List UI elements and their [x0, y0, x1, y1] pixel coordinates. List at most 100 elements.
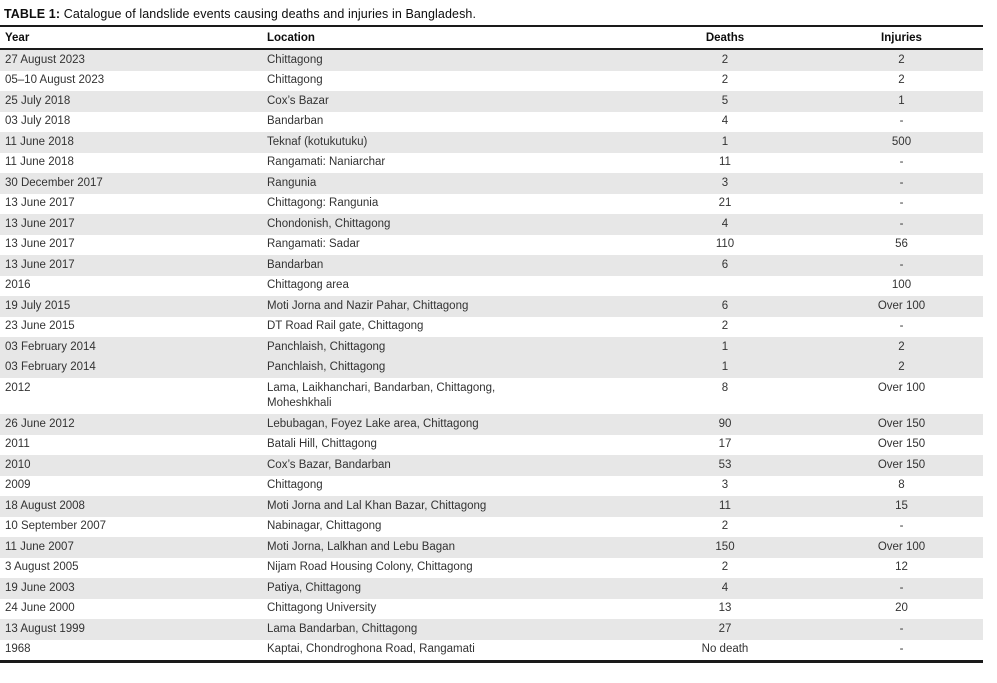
cell-year: 13 June 2017 — [5, 217, 75, 230]
cell-injuries: - — [899, 217, 904, 230]
cell-deaths: 3 — [721, 176, 729, 189]
cell-year: 11 June 2007 — [5, 540, 74, 553]
cell-deaths: 2 — [721, 520, 729, 532]
table-row: 25 July 2018 Cox’s Bazar 5 1 — [0, 91, 983, 112]
cell-location: Bandarban — [267, 258, 324, 271]
cell-year: 30 December 2017 — [5, 176, 103, 189]
table-row: 13 June 2017 Chondonish, Chittagong 4 - — [0, 214, 983, 235]
cell-deaths: 150 — [715, 540, 735, 553]
cell-year: 26 June 2012 — [5, 417, 75, 430]
cell-deaths: 1 — [721, 135, 729, 148]
cell-location: Chondonish, Chittagong — [267, 217, 391, 230]
cell-deaths: 4 — [721, 581, 729, 594]
cell-deaths: 2 — [721, 561, 729, 573]
cell-deaths: 6 — [721, 299, 729, 312]
cell-location: DT Road Rail gate, Chittagong — [267, 320, 424, 332]
cell-year: 11 June 2018 — [5, 135, 74, 148]
cell-injuries: - — [899, 581, 904, 594]
cell-injuries: - — [899, 520, 904, 532]
cell-deaths: 3 — [721, 479, 729, 491]
cell-injuries: - — [899, 156, 904, 168]
table-row: 27 August 2023 Chittagong 2 2 — [0, 49, 983, 71]
cell-year: 10 September 2007 — [5, 520, 107, 532]
cell-year: 03 February 2014 — [5, 361, 96, 373]
cell-deaths: 2 — [721, 74, 729, 86]
cell-injuries: 56 — [895, 238, 908, 250]
cell-injuries: 15 — [895, 499, 908, 512]
cell-year: 19 July 2015 — [5, 299, 71, 312]
table-row: 3 August 2005 Nijam Road Housing Colony, … — [0, 558, 983, 579]
table-row: 2012 Lama, Laikhanchari, Bandarban, Chitt… — [0, 378, 983, 414]
cell-year: 2010 — [5, 458, 31, 471]
cell-location: Cox’s Bazar — [267, 94, 329, 107]
cell-deaths: 53 — [718, 458, 732, 471]
cell-year: 27 August 2023 — [5, 53, 85, 66]
cell-injuries: 100 — [891, 279, 912, 291]
cell-location: Moti Jorna and Lal Khan Bazar, Chittagon… — [267, 499, 487, 512]
cell-deaths: 5 — [721, 94, 729, 107]
table-row: 19 July 2015 Moti Jorna and Nazir Pahar, … — [0, 296, 983, 317]
cell-year: 25 July 2018 — [5, 94, 71, 107]
table-title-text: Catalogue of landslide events causing de… — [63, 7, 477, 21]
cell-location: Rangamati: Naniarchar — [267, 156, 386, 168]
cell-injuries: - — [899, 643, 904, 655]
cell-location: Chittagong area — [267, 279, 349, 291]
table-row: 10 September 2007 Nabinagar, Chittagong 2 - — [0, 517, 983, 538]
column-header-injuries: Injuries — [820, 27, 983, 50]
table-header: Year Location Deaths Injuries — [0, 27, 983, 50]
cell-location: Nijam Road Housing Colony, Chittagong — [267, 561, 473, 573]
cell-year: 24 June 2000 — [5, 602, 75, 614]
cell-year: 05–10 August 2023 — [5, 74, 105, 86]
cell-year: 3 August 2005 — [5, 561, 79, 573]
cell-location: Chittagong — [267, 53, 323, 66]
header-row: Year Location Deaths Injuries — [0, 27, 983, 50]
cell-location: Chittagong — [267, 74, 323, 86]
cell-injuries: - — [899, 197, 904, 209]
table-row: 13 June 2017 Bandarban 6 - — [0, 255, 983, 276]
table-row: 2016 Chittagong area 100 — [0, 276, 983, 297]
cell-location: Lama Bandarban, Chittagong — [267, 622, 418, 635]
table-title-label: TABLE 1: — [4, 7, 61, 21]
cell-deaths: 27 — [718, 622, 732, 635]
cell-injuries: Over 150 — [877, 458, 926, 471]
cell-year: 13 June 2017 — [5, 238, 75, 250]
cell-deaths: 2 — [721, 320, 729, 332]
cell-deaths: 2 — [721, 53, 729, 66]
cell-year: 18 August 2008 — [5, 499, 85, 512]
table-row: 18 August 2008 Moti Jorna and Lal Khan Ba… — [0, 496, 983, 517]
cell-location: Rangunia — [267, 176, 317, 189]
cell-deaths: 110 — [715, 238, 735, 250]
cell-location: Rangamati: Sadar — [267, 238, 360, 250]
cell-injuries: Over 100 — [877, 381, 926, 394]
cell-location: Lebubagan, Foyez Lake area, Chittagong — [267, 417, 479, 430]
cell-location: Chittagong: Rangunia — [267, 197, 379, 209]
cell-injuries: 2 — [898, 361, 905, 373]
cell-location: Moti Jorna, Lalkhan and Lebu Bagan — [267, 540, 455, 553]
table-row: 2011 Batali Hill, Chittagong 17 Over 150 — [0, 435, 983, 456]
cell-year: 2016 — [5, 279, 31, 291]
column-header-location: Location — [262, 27, 630, 50]
cell-year: 03 February 2014 — [5, 340, 96, 353]
cell-injuries: 2 — [898, 53, 905, 66]
cell-location: Moti Jorna and Nazir Pahar, Chittagong — [267, 299, 469, 312]
cell-injuries: Over 100 — [877, 540, 926, 553]
column-header-deaths: Deaths — [630, 27, 820, 50]
table-row: 03 February 2014 Panchlaish, Chittagong 1 2 — [0, 357, 983, 378]
cell-injuries: 2 — [898, 340, 905, 353]
table-row: 19 June 2003 Patiya, Chittagong 4 - — [0, 578, 983, 599]
cell-year: 13 August 1999 — [5, 622, 85, 635]
cell-deaths — [630, 276, 820, 297]
cell-injuries: - — [899, 320, 904, 332]
cell-location: Patiya, Chittagong — [267, 581, 361, 594]
cell-deaths: 11 — [719, 499, 731, 512]
table-title: TABLE 1: Catalogue of landslide events c… — [0, 5, 983, 27]
cell-year: 1968 — [5, 643, 31, 655]
cell-deaths: 4 — [721, 115, 729, 127]
cell-location: Teknaf (kotukutuku) — [267, 135, 368, 148]
table-row: 11 June 2018 Teknaf (kotukutuku) 1 500 — [0, 132, 983, 153]
cell-injuries: - — [899, 115, 904, 127]
table-row: 24 June 2000 Chittagong University 13 20 — [0, 599, 983, 620]
cell-location: Panchlaish, Chittagong — [267, 361, 386, 373]
cell-injuries: - — [899, 258, 904, 271]
